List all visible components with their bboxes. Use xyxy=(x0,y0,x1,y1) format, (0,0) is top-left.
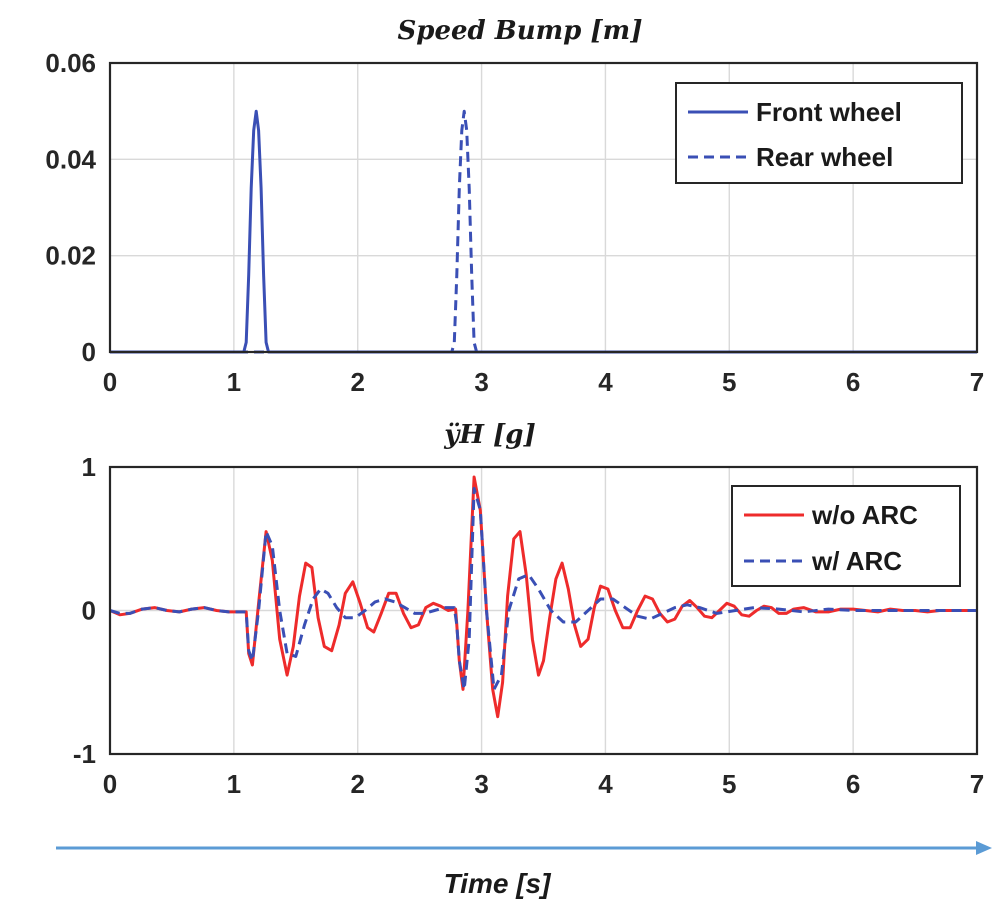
legend-label-front-wheel: Front wheel xyxy=(756,97,902,127)
x-tick-label: 7 xyxy=(970,769,984,799)
legend-label-rear-wheel: Rear wheel xyxy=(756,142,893,172)
x-axis-label: Time [s] xyxy=(444,868,553,899)
y-tick-label: 0 xyxy=(82,596,96,626)
x-tick-label: 3 xyxy=(474,769,488,799)
y-tick-label: -1 xyxy=(73,739,96,769)
legend-label-with-arc: w/ ARC xyxy=(811,546,902,576)
series-line-w-arc xyxy=(109,487,977,691)
series-group xyxy=(109,475,977,719)
y-tick-label: 1 xyxy=(82,452,96,482)
x-tick-label: 0 xyxy=(103,367,117,397)
panel-speed-bump: Speed Bump [m] 0 1 2 3 4 5 6 7 0 0.02 0.04 0.06 Fr… xyxy=(45,16,984,397)
y-tick-labels: -1 0 1 xyxy=(73,452,96,769)
time-axis-annotation: Time [s] xyxy=(56,841,992,899)
x-tick-label: 5 xyxy=(722,367,736,397)
legend: Front wheel Rear wheel xyxy=(675,82,963,184)
x-tick-label: 6 xyxy=(846,367,860,397)
axes-frame xyxy=(108,61,979,354)
y-tick-labels: 0 0.02 0.04 0.06 xyxy=(45,48,96,367)
y-tick-label: 0 xyxy=(82,337,96,367)
y-tick-label: 0.04 xyxy=(45,144,96,174)
x-tick-labels: 0 1 2 3 4 5 6 7 xyxy=(103,769,984,799)
series-line-rear-wheel xyxy=(110,109,977,354)
x-tick-label: 4 xyxy=(598,367,613,397)
x-tick-label: 3 xyxy=(474,367,488,397)
x-tick-label: 5 xyxy=(722,769,736,799)
legend: w/o ARC w/ ARC xyxy=(731,485,961,587)
x-tick-label: 7 xyxy=(970,367,984,397)
axes-frame xyxy=(108,465,979,756)
x-tick-label: 1 xyxy=(227,769,241,799)
legend-label-without-arc: w/o ARC xyxy=(811,500,918,530)
y-tick-label: 0.02 xyxy=(45,241,96,271)
series-line-front-wheel xyxy=(110,109,977,354)
x-tick-label: 2 xyxy=(350,367,364,397)
series-group xyxy=(110,109,977,354)
time-arrow-head xyxy=(976,841,992,855)
x-tick-labels: 0 1 2 3 4 5 6 7 xyxy=(103,367,984,397)
x-tick-label: 0 xyxy=(103,769,117,799)
y-tick-label: 0.06 xyxy=(45,48,96,78)
x-tick-label: 4 xyxy=(598,769,613,799)
x-tick-label: 6 xyxy=(846,769,860,799)
legend-box xyxy=(731,485,961,587)
x-tick-label: 1 xyxy=(227,367,241,397)
chart-title-speed-bump: Speed Bump [m] xyxy=(397,16,642,46)
chart-title-acceleration: ÿH [g] xyxy=(443,420,536,450)
x-tick-label: 2 xyxy=(350,769,364,799)
legend-box xyxy=(675,82,963,184)
